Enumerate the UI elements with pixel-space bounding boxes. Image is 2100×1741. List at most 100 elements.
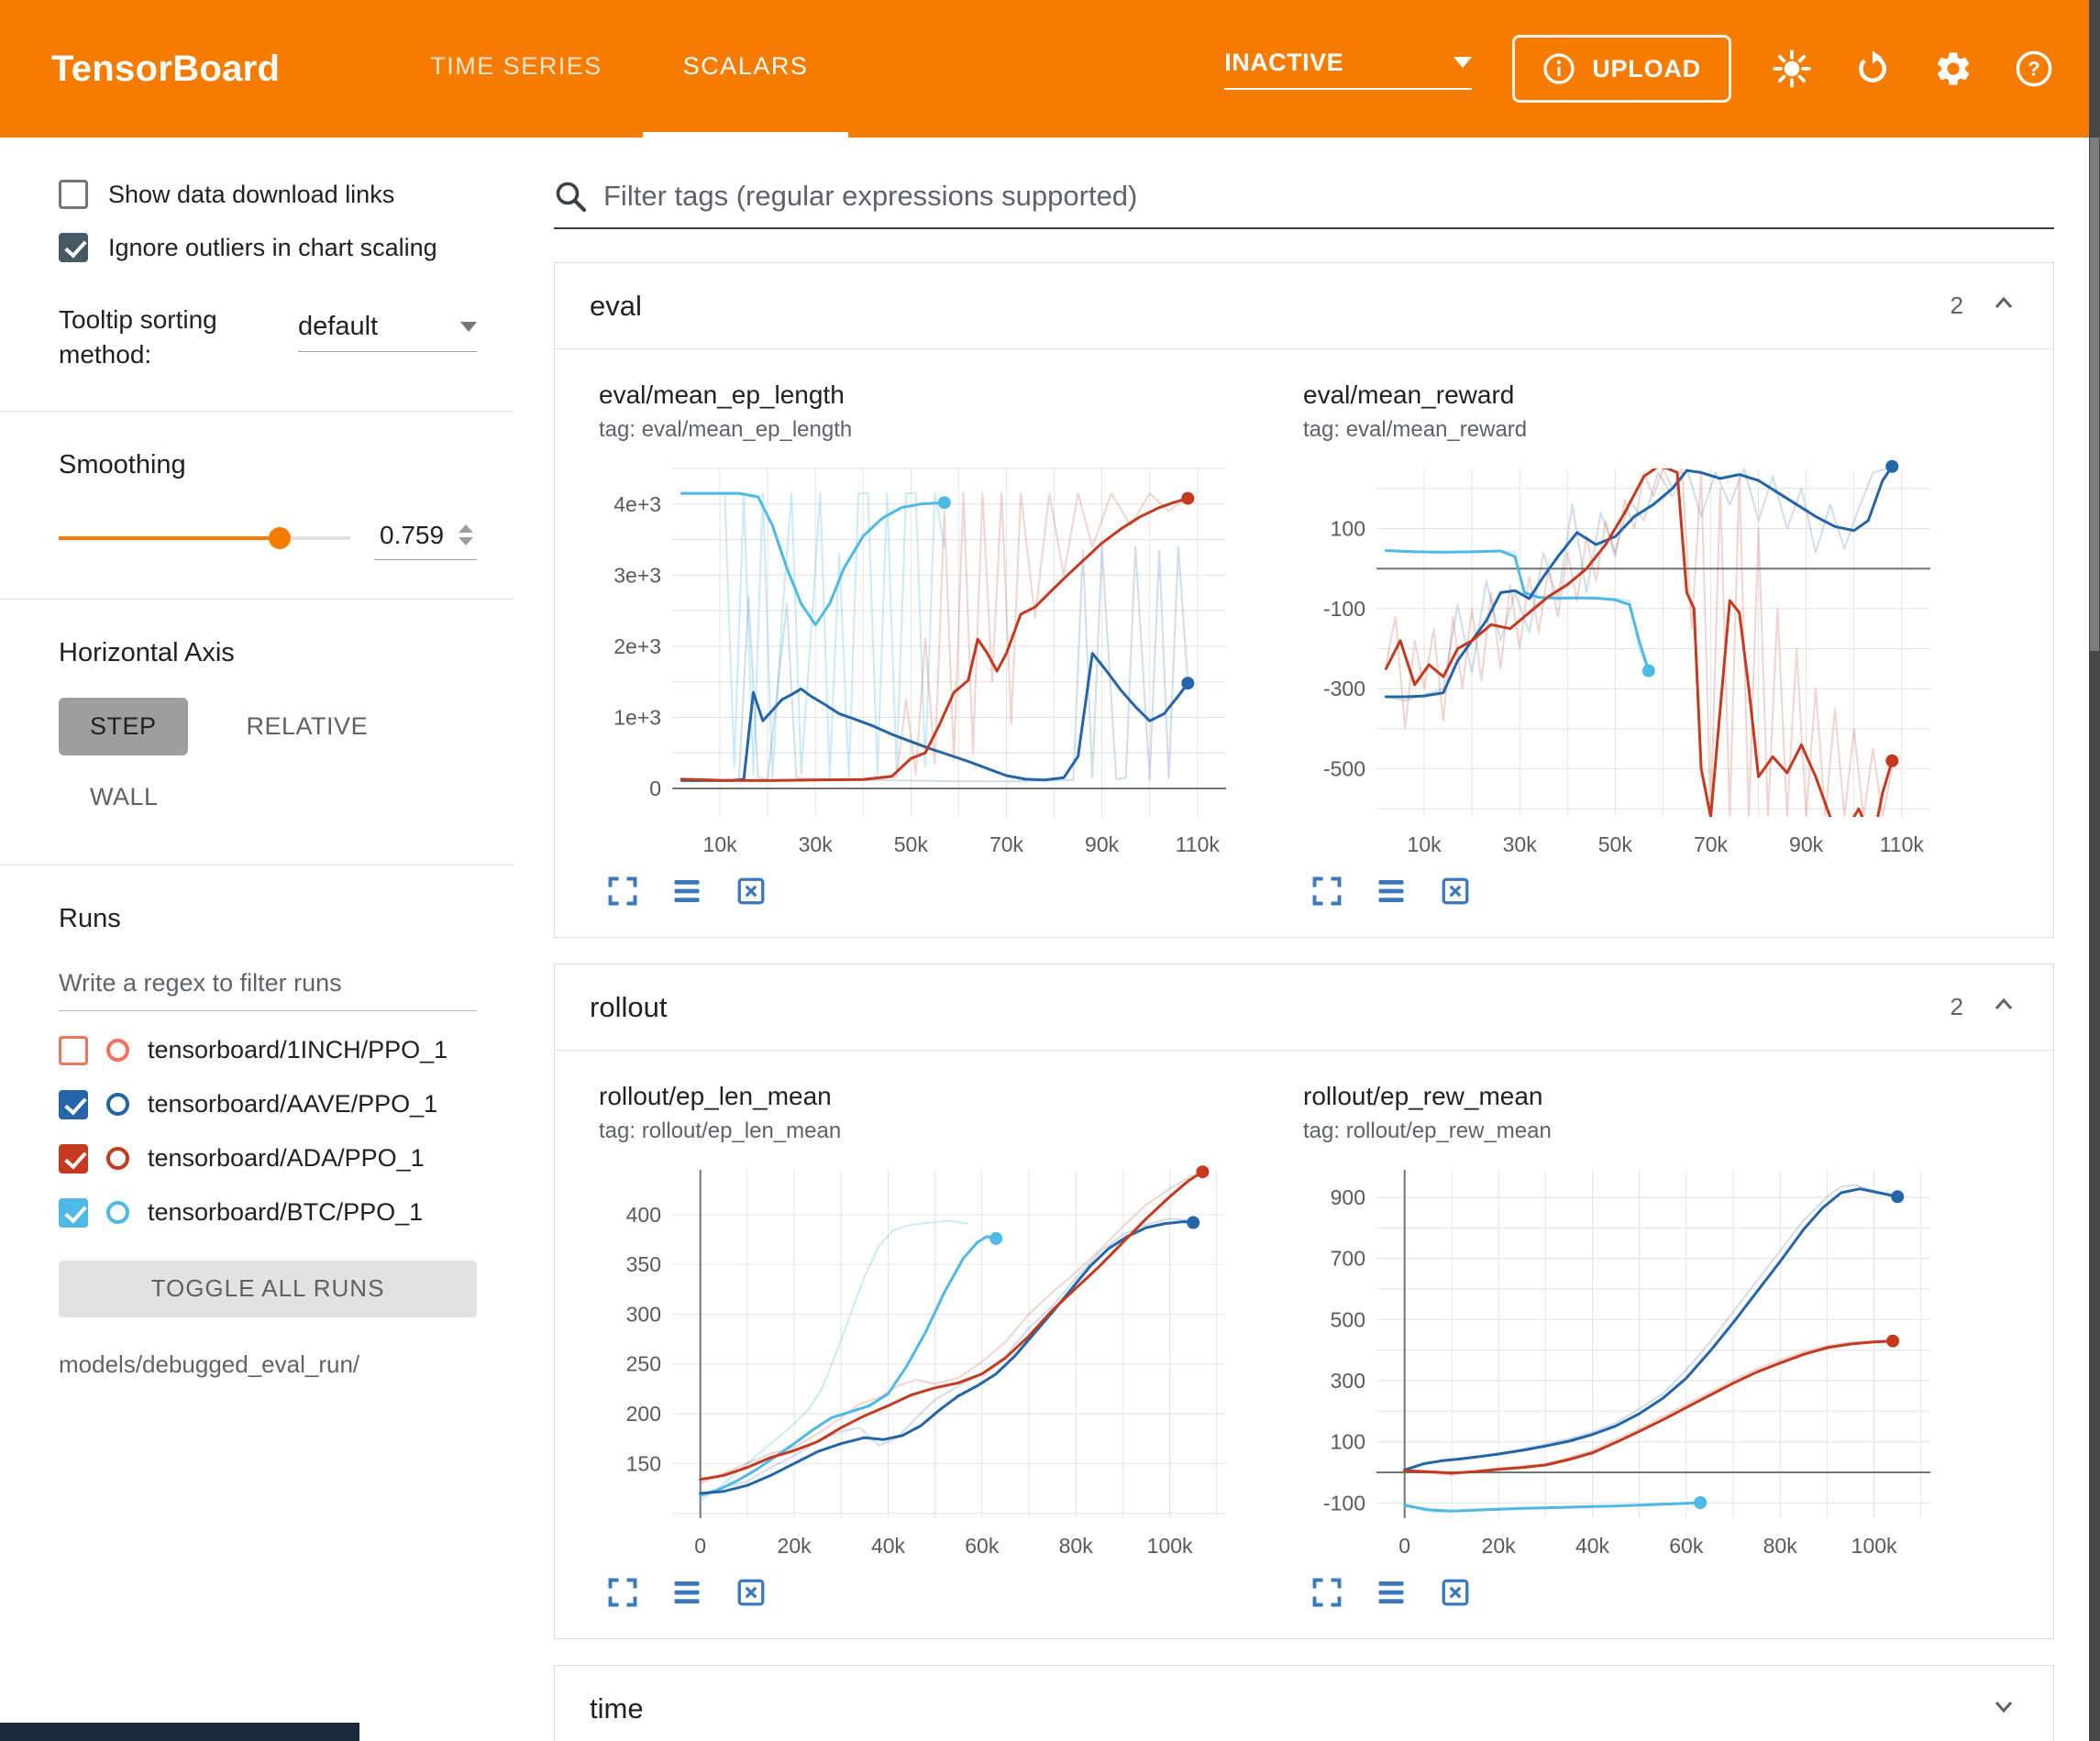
axis-relative-button[interactable]: RELATIVE: [216, 698, 400, 755]
fit-domain-icon[interactable]: [1439, 875, 1472, 908]
horizontal-axis-buttons: STEP RELATIVE WALL: [59, 697, 435, 826]
checkbox[interactable]: [59, 180, 88, 209]
chart-toolbar: [1303, 1570, 1960, 1618]
fit-domain-icon[interactable]: [1439, 1576, 1472, 1609]
section-chart-count: 2: [1950, 993, 1963, 1020]
run-row-aave[interactable]: tensorboard/AAVE/PPO_1: [59, 1089, 477, 1119]
runs-label: Runs: [59, 903, 121, 933]
tooltip-sorting-dropdown[interactable]: default: [298, 303, 477, 352]
tag-filter-input[interactable]: [603, 180, 2054, 213]
theme-brightness-icon[interactable]: [1772, 49, 1812, 89]
smoothing-value-input[interactable]: 0.759: [374, 517, 477, 560]
refresh-icon[interactable]: [1852, 49, 1893, 89]
status-dropdown[interactable]: INACTIVE: [1224, 48, 1473, 90]
svg-text:100k: 100k: [1851, 1534, 1897, 1558]
section-eval-header[interactable]: eval 2: [555, 263, 2053, 349]
settings-sidebar: Show data download links Ignore outliers…: [0, 138, 514, 1741]
run-row-ada[interactable]: tensorboard/ADA/PPO_1: [59, 1143, 477, 1174]
chart-title: rollout/ep_len_mean: [599, 1082, 832, 1110]
run-color-circle: [106, 1093, 129, 1117]
tab-time-series[interactable]: TIME SERIES: [430, 51, 602, 80]
option-label: Ignore outliers in chart scaling: [108, 233, 437, 261]
svg-text:80k: 80k: [1059, 1534, 1094, 1558]
chart-toolbar: [599, 1570, 1255, 1618]
section-title: time: [590, 1691, 644, 1724]
horizontal-axis-label: Horizontal Axis: [59, 637, 235, 667]
chevron-up-icon[interactable]: [1989, 289, 2018, 323]
svg-text:20k: 20k: [778, 1534, 812, 1558]
svg-text:300: 300: [1331, 1369, 1365, 1393]
svg-text:2e+3: 2e+3: [613, 634, 661, 658]
tab-scalars[interactable]: SCALARS: [642, 0, 849, 138]
svg-text:-100: -100: [1323, 1491, 1365, 1515]
chart-canvas[interactable]: 10k 30k 50k 70k 90k 110k 0 1e+3 2e+3 3e+3 4e+3: [599, 456, 1255, 869]
run-label: tensorboard/1INCH/PPO_1: [148, 1036, 448, 1064]
svg-text:1e+3: 1e+3: [613, 705, 661, 729]
help-icon[interactable]: ?: [2014, 49, 2054, 89]
section-title: rollout: [590, 990, 668, 1023]
svg-text:100: 100: [1331, 1430, 1365, 1454]
run-checkbox[interactable]: [59, 1089, 88, 1119]
section-time-header[interactable]: time: [555, 1666, 2053, 1741]
vertical-scrollbar[interactable]: [2089, 0, 2100, 1741]
smoothing-slider[interactable]: [59, 527, 350, 550]
svg-text:3e+3: 3e+3: [613, 563, 661, 587]
axis-step-button[interactable]: STEP: [59, 697, 188, 755]
app-title: TensorBoard: [51, 48, 281, 89]
chevron-down-icon: [1453, 57, 1473, 68]
svg-text:50k: 50k: [894, 832, 929, 856]
chart-eval-mean-ep-length: eval/mean_ep_length tag: eval/mean_ep_le…: [575, 377, 1279, 920]
runs-filter-input[interactable]: [59, 961, 477, 1011]
chart-eval-mean-reward: eval/mean_reward tag: eval/mean_reward 1…: [1279, 377, 1984, 920]
svg-text:?: ?: [2028, 58, 2039, 81]
section-rollout-header[interactable]: rollout 2: [555, 964, 2053, 1051]
chart-rollout-ep-len-mean: rollout/ep_len_mean tag: rollout/ep_len_…: [575, 1078, 1279, 1622]
chart-tag: tag: rollout/ep_len_mean: [599, 1118, 842, 1143]
option-show-download-links[interactable]: Show data download links: [59, 180, 477, 209]
svg-text:0: 0: [694, 1534, 706, 1558]
checkbox[interactable]: [59, 233, 88, 262]
svg-text:60k: 60k: [1669, 1534, 1704, 1558]
fullscreen-icon[interactable]: [1310, 875, 1343, 908]
run-checkbox[interactable]: [59, 1197, 88, 1228]
svg-text:500: 500: [1331, 1307, 1365, 1331]
scrollbar-thumb[interactable]: [2090, 138, 2099, 651]
data-series-icon[interactable]: [1375, 875, 1408, 908]
run-checkbox[interactable]: [59, 1035, 88, 1065]
spinner-arrows-icon[interactable]: [459, 524, 473, 546]
run-label: tensorboard/ADA/PPO_1: [148, 1144, 425, 1173]
chart-canvas[interactable]: 0 20k 40k 60k 80k 100k 150 200 250 300 350 400: [599, 1157, 1255, 1570]
chart-toolbar: [1303, 869, 1960, 917]
run-row-btc[interactable]: tensorboard/BTC/PPO_1: [59, 1197, 477, 1228]
run-checkbox[interactable]: [59, 1143, 88, 1174]
section-time: time: [554, 1665, 2054, 1741]
chart-canvas[interactable]: 10k 30k 50k 70k 90k 110k 100 -100 -300 -500: [1303, 456, 1960, 869]
tooltip-sorting-value: default: [298, 312, 379, 341]
data-series-icon[interactable]: [1375, 1576, 1408, 1609]
chevron-down-icon: [460, 322, 477, 332]
chart-canvas[interactable]: 0 20k 40k 60k 80k 100k -100 100 300 500 700 900: [1303, 1157, 1960, 1570]
eval-charts-row: eval/mean_ep_length tag: eval/mean_ep_le…: [555, 349, 2053, 937]
upload-button[interactable]: UPLOAD: [1512, 35, 1731, 103]
data-series-icon[interactable]: [670, 875, 703, 908]
run-label: tensorboard/BTC/PPO_1: [148, 1198, 424, 1227]
data-series-icon[interactable]: [670, 1576, 703, 1609]
fit-domain-icon[interactable]: [735, 1576, 768, 1609]
toggle-all-runs-button[interactable]: TOGGLE ALL RUNS: [59, 1260, 477, 1317]
axis-wall-button[interactable]: WALL: [59, 768, 190, 826]
chevron-down-icon[interactable]: [1989, 1691, 2018, 1725]
status-value: INACTIVE: [1224, 48, 1344, 76]
fullscreen-icon[interactable]: [1310, 1576, 1343, 1609]
option-ignore-outliers[interactable]: Ignore outliers in chart scaling: [59, 233, 477, 262]
fit-domain-icon[interactable]: [735, 875, 768, 908]
chevron-up-icon[interactable]: [1989, 990, 2018, 1024]
fullscreen-icon[interactable]: [606, 875, 639, 908]
settings-gear-icon[interactable]: [1933, 49, 1973, 89]
section-title: eval: [590, 289, 642, 322]
smoothing-slider-thumb[interactable]: [269, 527, 292, 550]
svg-text:0: 0: [1398, 1534, 1410, 1558]
fullscreen-icon[interactable]: [606, 1576, 639, 1609]
run-row-1inch[interactable]: tensorboard/1INCH/PPO_1: [59, 1035, 477, 1065]
svg-text:30k: 30k: [799, 832, 834, 856]
chart-tag: tag: eval/mean_reward: [1303, 417, 1528, 442]
